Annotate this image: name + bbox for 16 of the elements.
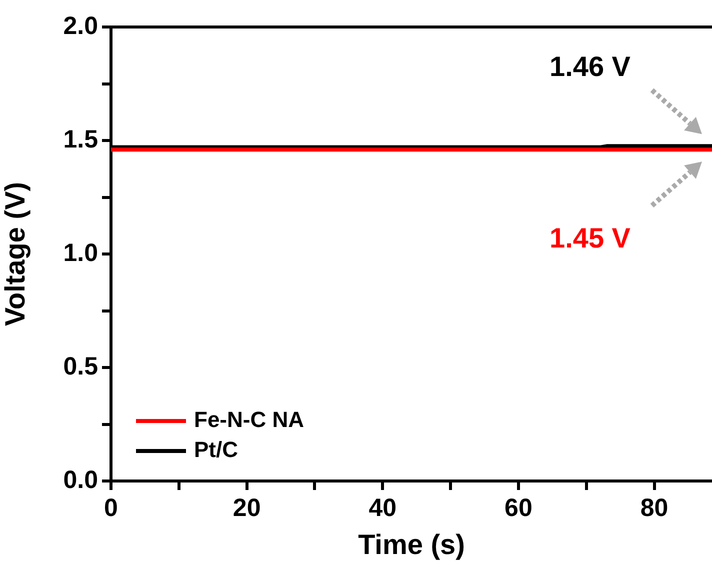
y-tick-label: 1.0 — [63, 238, 98, 267]
legend-label: Fe-N-C NA — [194, 407, 304, 432]
y-axis-title: Voltage (V) — [0, 182, 31, 326]
x-tick-label: 20 — [232, 494, 261, 522]
x-axis-title: Time (s) — [358, 528, 465, 560]
legend-label: Pt/C — [194, 437, 238, 462]
x-tick-label: 60 — [504, 494, 532, 522]
y-tick-label: 0.0 — [63, 466, 98, 494]
annotation: 1.46 V — [550, 50, 631, 82]
annotation: 1.45 V — [550, 222, 631, 254]
y-tick-label: 0.5 — [63, 352, 98, 380]
x-tick-label: 0 — [104, 494, 118, 522]
y-tick-label: 2.0 — [63, 12, 98, 40]
y-tick-label: 1.5 — [63, 125, 98, 154]
x-tick-label: 40 — [368, 494, 397, 522]
x-tick-label: 80 — [640, 494, 668, 522]
